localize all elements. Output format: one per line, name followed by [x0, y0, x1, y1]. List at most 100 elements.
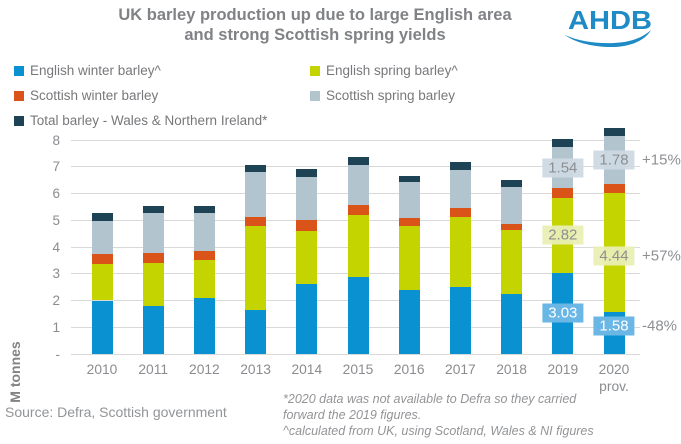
legend-swatch-icon [14, 90, 24, 101]
bar-segment [552, 188, 574, 198]
bar-segment [449, 287, 471, 354]
data-label: 4.44 [593, 246, 635, 266]
data-label: 1.58 [593, 316, 635, 336]
pct-change-label: +15% [642, 151, 681, 169]
legend-swatch-icon [14, 115, 24, 126]
bar-segment [91, 264, 113, 301]
bar-segment [245, 172, 267, 217]
gridline [71, 139, 640, 141]
legend-label: English winter barley^ [30, 63, 161, 78]
y-axis-tick-label: 8 [52, 132, 60, 148]
bar-segment [193, 205, 215, 214]
gridline [71, 353, 640, 355]
legend-item-english-winter: English winter barley^ [14, 63, 310, 78]
y-axis-tick-label: 6 [52, 186, 60, 201]
x-axis-label: 2014 [291, 362, 323, 377]
x-axis-label: 2019 [547, 362, 579, 377]
bar-segment [347, 276, 369, 354]
bar-segment [245, 164, 267, 173]
bar-segment [347, 157, 369, 165]
bar-segment [245, 225, 267, 310]
y-axis-tick-label: - [55, 346, 61, 362]
legend-swatch-icon [310, 65, 320, 76]
bar-segment [193, 260, 215, 298]
bar-segment [347, 204, 369, 216]
ahdb-logo-text: AHDB [568, 5, 652, 35]
bar-segment [142, 213, 164, 253]
x-axis-label: 2017 [445, 362, 476, 377]
chart-title: UK barley production up due to large Eng… [0, 5, 630, 45]
chart-legend: English winter barley^ English spring ba… [14, 63, 654, 128]
pct-change-label: -48% [642, 317, 678, 335]
bar-segment [501, 293, 523, 354]
x-axis-label: 2020 prov. [598, 362, 630, 394]
bar-segment [296, 176, 318, 221]
bar-segment [501, 223, 523, 231]
x-axis-label: 2010 [86, 362, 118, 377]
bar-segment [603, 183, 625, 193]
bar-segment [142, 205, 164, 214]
footnote-calculated: ^calculated from UK, using Scotland, Wal… [283, 424, 594, 438]
legend-item-scottish-winter: Scottish winter barley [14, 88, 310, 103]
y-axis-tick-label: 7 [52, 159, 60, 175]
bar-segment [91, 254, 113, 265]
legend-label: Scottish winter barley [30, 88, 159, 103]
bar-segment [193, 297, 215, 354]
data-label: 2.82 [542, 225, 584, 245]
bar-segment [91, 213, 113, 221]
bar-segment [193, 213, 215, 251]
x-axis-label: 2011 [138, 362, 169, 377]
bar-segment [347, 164, 369, 205]
legend-swatch-icon [310, 90, 320, 101]
bar-segment [296, 220, 318, 231]
bar-segment [296, 230, 318, 285]
bar-segment [245, 309, 267, 354]
bar-segment [449, 207, 471, 218]
bar-segment [347, 215, 369, 277]
bar-segment [552, 138, 574, 147]
y-axis-tick-label: 5 [52, 212, 60, 228]
x-axis-label: 2012 [189, 362, 220, 377]
bar-segment [449, 169, 471, 208]
bar-segment [245, 216, 267, 226]
legend-label: English spring barley^ [326, 63, 458, 78]
bar-segment [142, 252, 164, 263]
x-axis-label: 2016 [393, 362, 425, 377]
footnote-2020: *2020 data was not available to Defra so… [283, 392, 577, 422]
footnotes: *2020 data was not available to Defra so… [283, 391, 594, 439]
y-axis-tick-label: 1 [52, 319, 60, 335]
data-label: 1.78 [593, 150, 635, 170]
bar-segment [398, 182, 420, 218]
bar-segment [501, 179, 523, 187]
y-axis-tick-label: 3 [52, 266, 60, 282]
chart-title-line2: and strong Scottish spring yields [184, 26, 446, 44]
data-label: 3.03 [542, 303, 584, 323]
bar-segment [398, 175, 420, 183]
chart-title-line1: UK barley production up due to large Eng… [118, 6, 512, 24]
bar-segment [398, 289, 420, 354]
bar-segment [398, 217, 420, 226]
legend-item-english-spring: English spring barley^ [310, 63, 654, 78]
bar-segment [296, 169, 318, 177]
bar-segment [449, 162, 471, 170]
bar-segment [296, 284, 318, 354]
legend-label: Total barley - Wales & Northern Ireland* [30, 113, 268, 128]
bar-segment [603, 128, 625, 136]
legend-item-scottish-spring: Scottish spring barley [310, 88, 654, 103]
bar-segment [193, 251, 215, 261]
y-axis-tick-label: 4 [52, 239, 60, 255]
bar-segment [142, 306, 164, 354]
bar-segment [91, 300, 113, 354]
legend-item-total-wales-ni: Total barley - Wales & Northern Ireland* [14, 113, 654, 128]
bar-segment [501, 186, 523, 224]
x-axis-label: 2013 [240, 362, 271, 377]
bar-segment [449, 217, 471, 288]
source-text: Source: Defra, Scottish government [5, 404, 227, 420]
pct-change-label: +57% [642, 247, 681, 265]
data-label: 1.54 [542, 158, 584, 178]
legend-swatch-icon [14, 65, 24, 76]
legend-label: Scottish spring barley [326, 88, 456, 103]
bar-segment [398, 225, 420, 290]
plot-area: M tonnes -1 2 3 4 5 6 7 8 2010 2011 2012 2013 2014 20… [0, 125, 681, 444]
